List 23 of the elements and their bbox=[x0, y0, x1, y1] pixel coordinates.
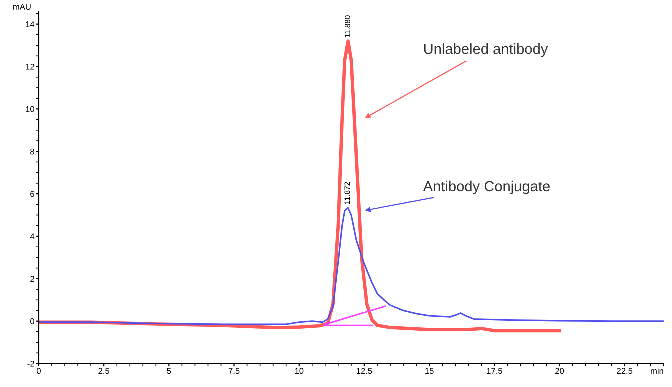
x-tick-label: 5 bbox=[167, 368, 172, 374]
y-tick-label: 2 bbox=[30, 276, 34, 282]
x-tick-label: 7.5 bbox=[228, 368, 240, 374]
y-tick-label: 4 bbox=[30, 234, 35, 240]
x-tick-label: 20 bbox=[556, 368, 564, 374]
annotation: Antibody Conjugate bbox=[423, 180, 550, 194]
x-tick-label: 0 bbox=[36, 368, 41, 374]
y-tick-label: 14 bbox=[26, 22, 35, 28]
x-tick-label: 12.5 bbox=[357, 368, 372, 374]
y-axis-title: mAU bbox=[14, 4, 31, 10]
x-tick-label: 17.5 bbox=[487, 368, 502, 374]
y-tick-label: 0 bbox=[30, 318, 34, 324]
x-tick-label: 15 bbox=[426, 368, 434, 374]
y-tick-label: 6 bbox=[30, 191, 34, 198]
x-axis-title: min bbox=[651, 368, 664, 374]
y-tick-label: 10 bbox=[26, 106, 34, 112]
x-tick-label: 10 bbox=[295, 368, 304, 374]
y-tick-label: 12 bbox=[26, 64, 34, 70]
x-tick-label: 22.5 bbox=[617, 368, 633, 374]
y-tick-label: -2 bbox=[28, 360, 34, 367]
y-tick-label: 8 bbox=[30, 148, 34, 155]
x-tick-label: 2.5 bbox=[98, 368, 110, 374]
annotation: Unlabeled antibody bbox=[424, 44, 548, 58]
